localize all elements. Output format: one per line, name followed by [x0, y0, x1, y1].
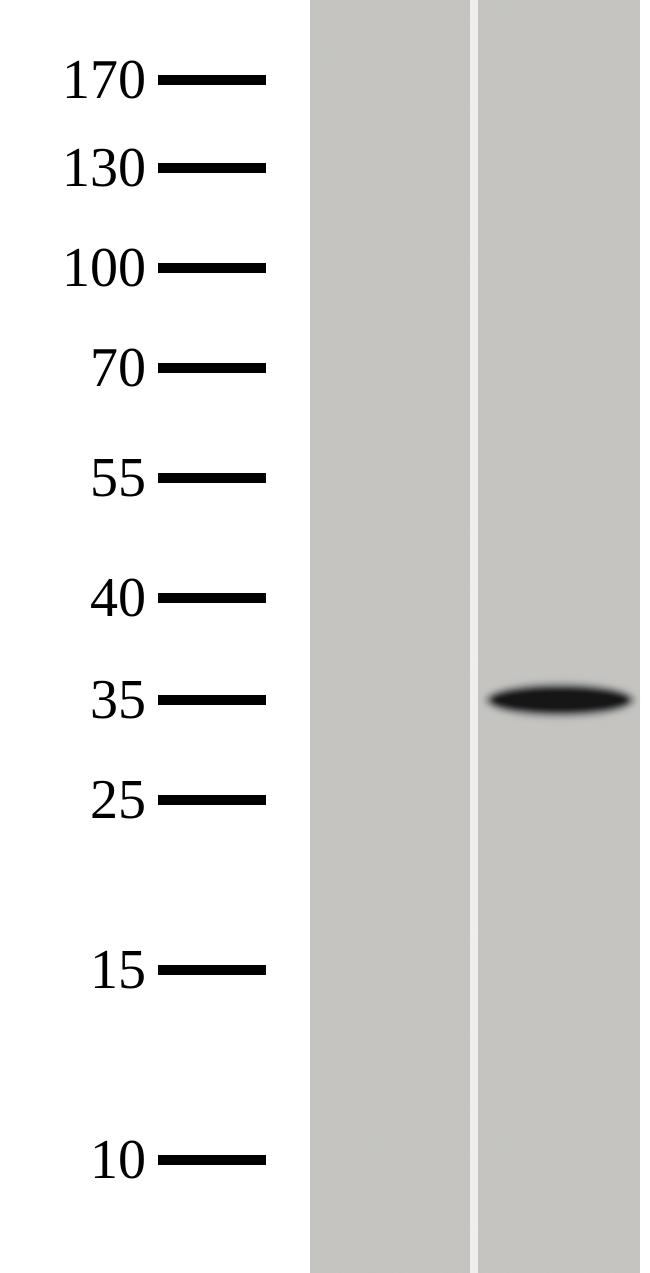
mw-label-10: 10 [90, 1128, 146, 1192]
mw-tick-55 [158, 473, 266, 483]
mw-label-15: 15 [90, 938, 146, 1002]
mw-tick-170 [158, 75, 266, 85]
mw-tick-100 [158, 263, 266, 273]
mw-label-100: 100 [62, 236, 146, 300]
mw-label-25: 25 [90, 768, 146, 832]
western-blot-figure: { "figure": { "width_px": 650, "height_p… [0, 0, 650, 1273]
mw-tick-15 [158, 965, 266, 975]
mw-label-130: 130 [62, 136, 146, 200]
mw-label-40: 40 [90, 566, 146, 630]
mw-tick-40 [158, 593, 266, 603]
mw-label-70: 70 [90, 336, 146, 400]
lane-divider [470, 0, 478, 1273]
mw-tick-70 [158, 363, 266, 373]
mw-label-35: 35 [90, 668, 146, 732]
mw-tick-10 [158, 1155, 266, 1165]
mw-label-170: 170 [62, 48, 146, 112]
mw-label-55: 55 [90, 446, 146, 510]
mw-tick-25 [158, 795, 266, 805]
mw-tick-35 [158, 695, 266, 705]
mw-tick-130 [158, 163, 266, 173]
